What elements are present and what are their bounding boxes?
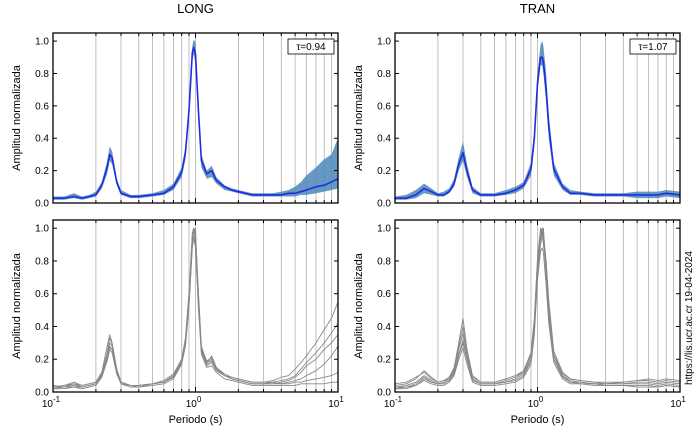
- y-axis: 0.0 0.2 0.4 0.6 0.8 1.0: [35, 37, 338, 210]
- y-tick-label: 0.4: [35, 134, 49, 145]
- y-tick-label: 0.6: [377, 101, 391, 112]
- y-tick-label: 0.2: [35, 166, 49, 177]
- x-grid: [95, 33, 332, 203]
- y-tick-label: 0.6: [35, 289, 49, 300]
- series-line-6: [395, 227, 680, 388]
- panel-title: TRAN: [520, 1, 555, 16]
- x-tick-label: 101: [670, 395, 686, 410]
- x-grid: [437, 33, 674, 203]
- y-tick-label: 0.2: [377, 166, 391, 177]
- spread-band: [395, 41, 680, 200]
- y-axis-label: Amplitud normalizada: [11, 64, 23, 171]
- x-axis: 10-1 100 101: [42, 220, 344, 410]
- y-tick-label: 0.6: [35, 101, 49, 112]
- y-axis: 0.0 0.2 0.4 0.6 0.8 1.0: [377, 37, 680, 210]
- x-axis: [394, 33, 681, 203]
- panel-title: LONG: [177, 1, 214, 16]
- y-tick-label: 0.2: [377, 355, 391, 366]
- y-tick-label: 1.0: [377, 37, 391, 48]
- y-tick-label: 0.4: [377, 134, 391, 145]
- series-line-4: [395, 247, 680, 390]
- y-axis: 0.0 0.2 0.4 0.6 0.8 1.0: [377, 224, 680, 399]
- y-tick-label: 0.8: [35, 256, 49, 267]
- annotation-box: [629, 38, 677, 55]
- y-tick-label: 1.0: [35, 37, 49, 48]
- side-note: https://lis.ucr.ac.cr 19-04-2024: [684, 251, 695, 385]
- plot-area: [53, 227, 338, 390]
- x-tick-label: 10-1: [384, 395, 403, 410]
- plot-area: [395, 227, 680, 390]
- mean-line: [53, 46, 338, 199]
- panel-tran-spectrum: 0.0 0.2 0.4 0.6 0.8 1.0 Amplitud normalizada TR…: [353, 1, 681, 210]
- panel-tran-individual: 0.0 0.2 0.4 0.6 0.8 1.0 Amplitud normalizada 10…: [353, 219, 686, 426]
- series-line-4: [53, 235, 338, 388]
- y-tick-label: 1.0: [35, 224, 49, 235]
- y-tick-label: 0.4: [35, 322, 49, 333]
- y-axis-label: Amplitud normalizada: [353, 252, 365, 359]
- x-tick-label: 100: [186, 395, 202, 410]
- y-axis-label: Amplitud normalizada: [353, 64, 365, 171]
- panel-long-individual: 0.0 0.2 0.4 0.6 0.8 1.0 Amplitud normalizada 10…: [11, 219, 344, 426]
- y-tick-label: 0.2: [35, 355, 49, 366]
- x-grid: [437, 220, 674, 392]
- panel-long-spectrum: 0.0 0.2 0.4 0.6 0.8 1.0 Amplitud normalizada LO…: [11, 1, 339, 210]
- plot-area: [395, 41, 680, 200]
- y-tick-label: 0.0: [35, 199, 49, 210]
- x-axis-label: Periodo (s): [169, 414, 223, 426]
- y-axis-label: Amplitud normalizada: [11, 252, 23, 359]
- mean-line: [395, 56, 680, 199]
- y-tick-label: 0.0: [377, 199, 391, 210]
- series-line-6: [53, 237, 338, 390]
- y-tick-label: 0.6: [377, 289, 391, 300]
- y-tick-label: 0.0: [35, 388, 49, 399]
- x-axis: [52, 33, 339, 203]
- x-axis: 10-1 100 101: [384, 220, 686, 410]
- y-tick-label: 0.0: [377, 388, 391, 399]
- y-tick-label: 0.8: [377, 69, 391, 80]
- y-tick-label: 0.4: [377, 322, 391, 333]
- x-tick-label: 10-1: [42, 395, 61, 410]
- y-tick-label: 0.8: [35, 69, 49, 80]
- annotation-text: τ=1.07: [638, 42, 668, 53]
- y-axis: 0.0 0.2 0.4 0.6 0.8 1.0: [35, 224, 338, 399]
- annotation-text: τ=0.94: [296, 42, 326, 53]
- x-tick-label: 100: [528, 395, 544, 410]
- plot-area: [53, 39, 338, 200]
- spread-band: [53, 39, 338, 200]
- x-axis-label: Periodo (s): [511, 414, 565, 426]
- annotation-box: [287, 38, 335, 55]
- x-tick-label: 101: [328, 395, 344, 410]
- y-tick-label: 0.8: [377, 256, 391, 267]
- series-line-5: [53, 227, 338, 388]
- x-grid: [95, 220, 332, 392]
- y-tick-label: 1.0: [377, 224, 391, 235]
